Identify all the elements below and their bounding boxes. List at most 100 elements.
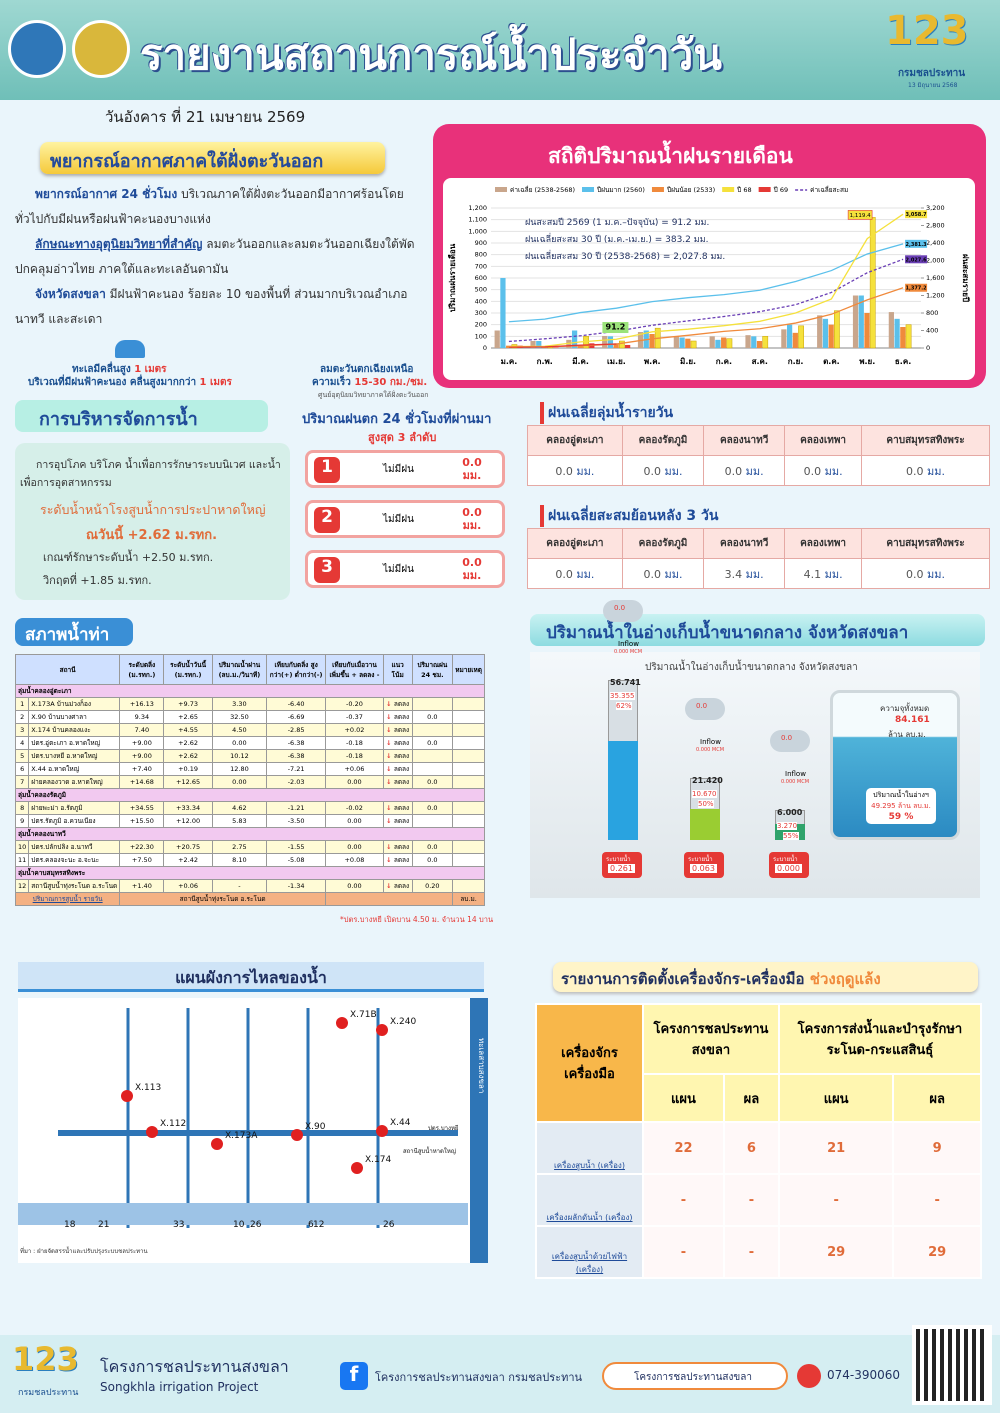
distance-label: 12 bbox=[313, 1220, 324, 1230]
cloud-rain: 0.0 bbox=[781, 734, 793, 742]
river-cell: 0.00 bbox=[325, 775, 384, 789]
bar bbox=[894, 318, 900, 348]
rain24-value-box: 0.0 มม. bbox=[453, 556, 491, 582]
river-cell: ฝายพะม่า อ.รัตภูมิ bbox=[28, 801, 121, 815]
pump-station: สถานีสูบน้ำหาดใหญ่ bbox=[403, 1145, 456, 1155]
machinery-title-text: รายงานการติดตั้งเครื่องจักร-เครื่องมือ bbox=[561, 970, 805, 988]
bar bbox=[864, 313, 870, 348]
river-value: 5.83 bbox=[232, 817, 247, 825]
reservoir-chart-title: ปริมาณน้ำในอ่างเก็บน้ำขนาดกลาง จังหวัดสง… bbox=[645, 662, 858, 673]
rain24-rank: 1 bbox=[314, 457, 340, 483]
station-dot bbox=[376, 1125, 388, 1137]
river-cell: 12.80 bbox=[211, 762, 268, 776]
bar bbox=[619, 340, 625, 349]
trend-arrow: ↓ bbox=[386, 752, 394, 760]
bar bbox=[745, 335, 751, 348]
x-tick-label: พ.ค. bbox=[644, 357, 661, 366]
basin-3day-title: ฝนเฉลี่ยสะสมย้อนหลัง 3 วัน bbox=[540, 505, 718, 527]
tank-capacity: 56.741 bbox=[610, 678, 641, 687]
river-header: เทียบกับเมื่อวาน เพิ่มขึ้น + ลดลง - bbox=[325, 654, 384, 685]
legend-label: ปีฝนมาก (2560) bbox=[597, 186, 645, 194]
river-value: 0.0 bbox=[427, 804, 438, 812]
machinery-name: เครื่องสูบน้ำด้วยไฟฟ้า (เครื่อง) bbox=[551, 1252, 628, 1274]
river-cell: -2.85 bbox=[266, 723, 327, 737]
river-header: เทียบกับตลิ่ง สูงกว่า(+) ต่ำกว่า(-) bbox=[266, 654, 327, 685]
river-value: -6.40 bbox=[287, 700, 305, 708]
basin-table: คลองอู่ตะเภา คลองรัตภูมิ คลองนาทวี คลองเทพา… bbox=[527, 528, 990, 589]
basin-unit: มม. bbox=[745, 464, 764, 478]
footer-logo-text: กรมชลประทาน bbox=[18, 1388, 79, 1398]
bar bbox=[715, 339, 721, 348]
y-tick-label: 400 bbox=[475, 297, 487, 305]
river-cell: +20.75 bbox=[163, 840, 213, 854]
river-cell: -0.18 bbox=[325, 736, 384, 750]
rain24-unit: มม. bbox=[462, 569, 482, 582]
rain24-unit: มม. bbox=[462, 469, 482, 482]
river-value: ลดลง bbox=[393, 856, 410, 864]
river-cell: 0.0 bbox=[411, 840, 454, 854]
river-cell: +14.68 bbox=[119, 775, 165, 789]
river-value: 0.20 bbox=[425, 882, 440, 890]
river-cell: ปตร.คลองจะนะ อ.จะนะ bbox=[28, 853, 121, 867]
bar bbox=[751, 336, 757, 348]
station-label: X.173A bbox=[225, 1131, 258, 1141]
river-value: X.44 อ.หาดใหญ่ bbox=[31, 765, 80, 773]
station-dot bbox=[351, 1162, 363, 1174]
river-value: +9.00 bbox=[131, 752, 152, 760]
group-row: ลุ่มน้ำคลองอู่ตะเภา bbox=[15, 684, 485, 698]
logo bbox=[72, 20, 130, 78]
legend-swatch bbox=[495, 187, 507, 192]
bar bbox=[786, 324, 793, 348]
footer-cell bbox=[325, 892, 454, 906]
weather-body: บริเวณภาคใต้ฝั่งตะวันออกมีอากาศร้อนโดยทั… bbox=[15, 187, 404, 226]
footer-facebook[interactable]: โครงการชลประทานสงขลา กรมชลประทาน bbox=[375, 1371, 583, 1384]
river-value: ลดลง bbox=[393, 739, 410, 747]
river-value: -1.55 bbox=[287, 843, 305, 851]
machinery-name-cell: เครื่องผลักดันน้ำ (เครื่อง) bbox=[535, 1173, 644, 1227]
legend-label: ค่าเฉลี่ยสะสม bbox=[810, 185, 848, 194]
y2-tick-label: 2,000 bbox=[926, 257, 945, 265]
basin-header: คาบสมุทรสทิงพระ bbox=[861, 528, 990, 559]
station-dot bbox=[336, 1017, 348, 1029]
reservoir-title: ปริมาณน้ำในอ่างเก็บน้ำขนาดกลาง จังหวัดสง… bbox=[530, 614, 985, 646]
flow-diagram: ทะเลสาบสงขลา X.71B X.240 X.113 X.112 X.173A X.… bbox=[18, 998, 488, 1263]
river-cell bbox=[411, 749, 454, 763]
river-value: +0.02 bbox=[344, 726, 365, 734]
distance-label: 26 bbox=[383, 1220, 395, 1230]
river-cell: - bbox=[211, 879, 268, 893]
basin-unit: มม. bbox=[824, 567, 843, 581]
footer-website[interactable]: โครงการชลประทานสงขลา bbox=[602, 1362, 788, 1390]
trend-arrow: ↓ bbox=[386, 882, 394, 890]
river-value: -0.18 bbox=[346, 739, 363, 747]
river-header: สถานี bbox=[14, 654, 121, 685]
weather-lead: พยากรณ์อากาศ 24 ชั่วโมง bbox=[35, 187, 178, 201]
distance-label: 18 bbox=[64, 1220, 76, 1230]
weather-item: พยากรณ์อากาศ 24 ชั่วโมง บริเวณภาคใต้ฝั่ง… bbox=[15, 182, 430, 232]
basin-value: 4.1 bbox=[803, 567, 822, 581]
footer-cell: ปริมาณการสูบน้ำ รายวัน bbox=[14, 892, 121, 906]
project-header: โครงการชลประทานสงขลา bbox=[642, 1003, 780, 1075]
station-label: X.112 bbox=[160, 1119, 186, 1129]
river-value: -1.21 bbox=[287, 804, 305, 812]
river-value: +0.06 bbox=[344, 765, 365, 773]
trend-arrow: ↓ bbox=[386, 804, 394, 812]
river-cell: 6 bbox=[14, 762, 30, 776]
river-value: ฝายคลองวาด อ.หาดใหญ่ bbox=[31, 778, 103, 786]
outflow-value: 0.000 bbox=[775, 864, 802, 873]
basin-unit: มม. bbox=[664, 464, 683, 478]
river-cell: ปตร.รัตภูมิ อ.ควนเนียง bbox=[28, 814, 121, 828]
river-value: +15.50 bbox=[129, 817, 154, 825]
tank-volume: 3.270 bbox=[777, 822, 798, 830]
tank-volume: 35.355 bbox=[610, 692, 635, 700]
y-tick-label: 1,100 bbox=[468, 216, 487, 224]
footer-phone[interactable]: 074-390060 bbox=[827, 1368, 901, 1382]
y-tick-label: 800 bbox=[475, 251, 487, 259]
wave-value: 1 เมตร bbox=[199, 377, 232, 388]
tank-water bbox=[608, 740, 638, 840]
legend-swatch bbox=[722, 187, 735, 192]
river-value: 0.00 bbox=[232, 778, 247, 786]
river-value: +9.73 bbox=[178, 700, 199, 708]
river-cell: X.44 อ.หาดใหญ่ bbox=[28, 762, 121, 776]
trend-arrow: ↓ bbox=[386, 726, 394, 734]
footer-cell: สถานีสูบน้ำทุ่งระโนด อ.ระโนด bbox=[119, 892, 327, 906]
